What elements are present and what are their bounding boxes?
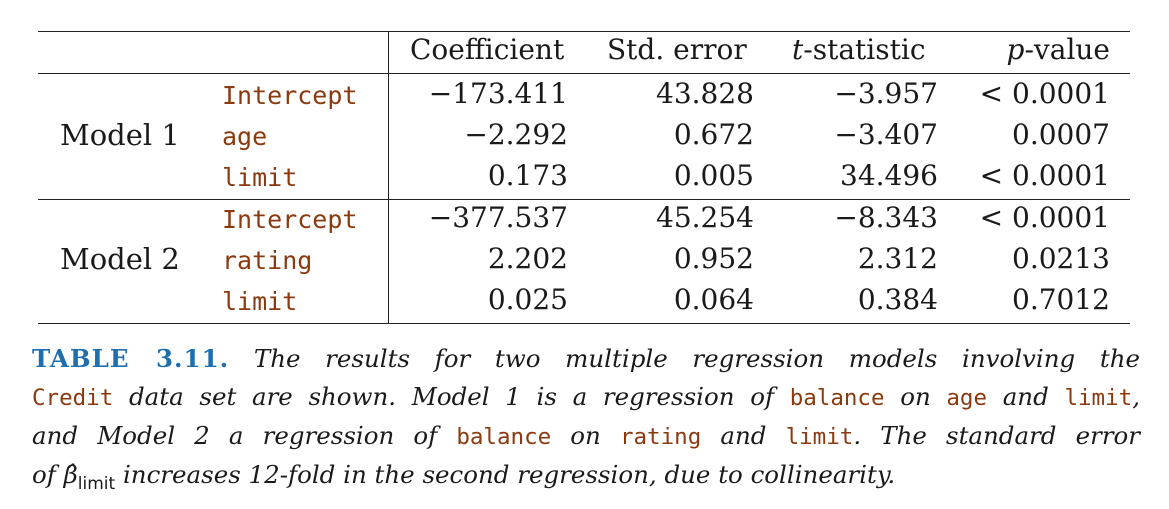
bottom-rule	[38, 323, 1130, 324]
caption-text: and	[701, 421, 786, 450]
caption-text: and	[987, 382, 1065, 411]
header-coefficient: Coefficient	[410, 33, 565, 66]
header-p-value: p-value	[978, 33, 1110, 67]
caption-text: on	[884, 382, 947, 411]
caption-code: Credit	[32, 385, 114, 411]
model-1-t-age: −3.407	[834, 118, 938, 151]
model-2-t-intercept: −8.343	[834, 201, 938, 234]
header-t-italic: t	[792, 33, 804, 66]
model-1-p-limit: < 0.0001	[979, 159, 1110, 192]
caption-code: limit	[785, 424, 854, 450]
caption-table-label: TABLE 3.11.	[32, 344, 230, 373]
model-2-coef-intercept: −377.537	[428, 201, 568, 234]
header-p-italic: p	[1006, 33, 1025, 66]
caption-text: and Model 2 a regression of	[32, 421, 457, 450]
model-2-term-rating: rating	[222, 246, 313, 275]
model-1-t-limit: 34.496	[840, 159, 938, 192]
model-2-se-rating: 0.952	[673, 242, 754, 275]
model-1-se-limit: 0.005	[673, 159, 754, 192]
vertical-rule	[388, 31, 389, 324]
caption-text: data set are shown. Model 1 is a regress…	[113, 382, 790, 411]
caption-beta-subscript: limit	[77, 474, 116, 494]
model-2-coef-rating: 2.202	[487, 242, 568, 275]
caption-beta-hat: β̂	[63, 460, 78, 489]
model-2-p-limit: 0.7012	[1012, 283, 1110, 316]
model-1-p-intercept: < 0.0001	[979, 77, 1110, 110]
model-separator-rule	[38, 199, 1130, 200]
model-1-t-intercept: −3.957	[834, 77, 938, 110]
caption-text: ,	[1132, 382, 1140, 411]
caption-line-2: Credit data set are shown. Model 1 is a …	[32, 378, 1140, 417]
caption-text: increases 12-fold in the second regressi…	[115, 460, 896, 489]
caption-line-3: and Model 2 a regression of balance on r…	[32, 417, 1140, 456]
model-2-se-limit: 0.064	[673, 283, 754, 316]
model-1-term-age: age	[222, 122, 268, 151]
model-1-label: Model 1	[60, 118, 180, 152]
header-std-error: Std. error	[607, 33, 747, 66]
model-1-se-age: 0.672	[673, 118, 754, 151]
model-2-p-rating: 0.0213	[1012, 242, 1110, 275]
top-rule	[38, 31, 1130, 32]
model-2-term-intercept: Intercept	[222, 205, 358, 234]
model-1-coef-age: −2.292	[464, 118, 568, 151]
model-2-t-rating: 2.312	[857, 242, 938, 275]
header-t-rest: -statistic	[803, 33, 926, 66]
model-1-coef-intercept: −173.411	[428, 77, 568, 110]
header-p-rest: -value	[1024, 33, 1110, 66]
caption-code: age	[946, 385, 988, 411]
model-1-se-intercept: 43.828	[656, 77, 754, 110]
caption-code: balance	[789, 385, 885, 411]
header-rule	[38, 73, 1130, 74]
caption-text: of	[32, 460, 64, 489]
header-t-statistic: t-statistic	[792, 33, 926, 67]
model-2-p-intercept: < 0.0001	[979, 201, 1110, 234]
table-caption: TABLE 3.11. The results for two multiple…	[32, 340, 1140, 503]
model-1-p-age: 0.0007	[1012, 118, 1110, 151]
caption-code: limit	[1064, 385, 1133, 411]
model-2-coef-limit: 0.025	[487, 283, 568, 316]
model-2-term-limit: limit	[222, 287, 298, 316]
caption-code: balance	[456, 424, 552, 450]
caption-text: on	[551, 421, 620, 450]
model-2-label: Model 2	[60, 242, 180, 276]
model-1-coef-limit: 0.173	[487, 159, 568, 192]
caption-text: . The standard error	[853, 421, 1141, 450]
model-2-t-limit: 0.384	[857, 283, 938, 316]
caption-line-4: of β̂limit increases 12-fold in the seco…	[32, 456, 1140, 503]
caption-line-1: TABLE 3.11. The results for two multiple…	[32, 340, 1140, 378]
model-2-se-intercept: 45.254	[656, 201, 754, 234]
model-1-term-limit: limit	[222, 163, 298, 192]
model-1-term-intercept: Intercept	[222, 81, 358, 110]
caption-text: The results for two multiple regression …	[229, 344, 1140, 373]
caption-code: rating	[619, 424, 702, 450]
regression-table: Coefficient Std. error t-statistic p-val…	[38, 31, 1130, 324]
